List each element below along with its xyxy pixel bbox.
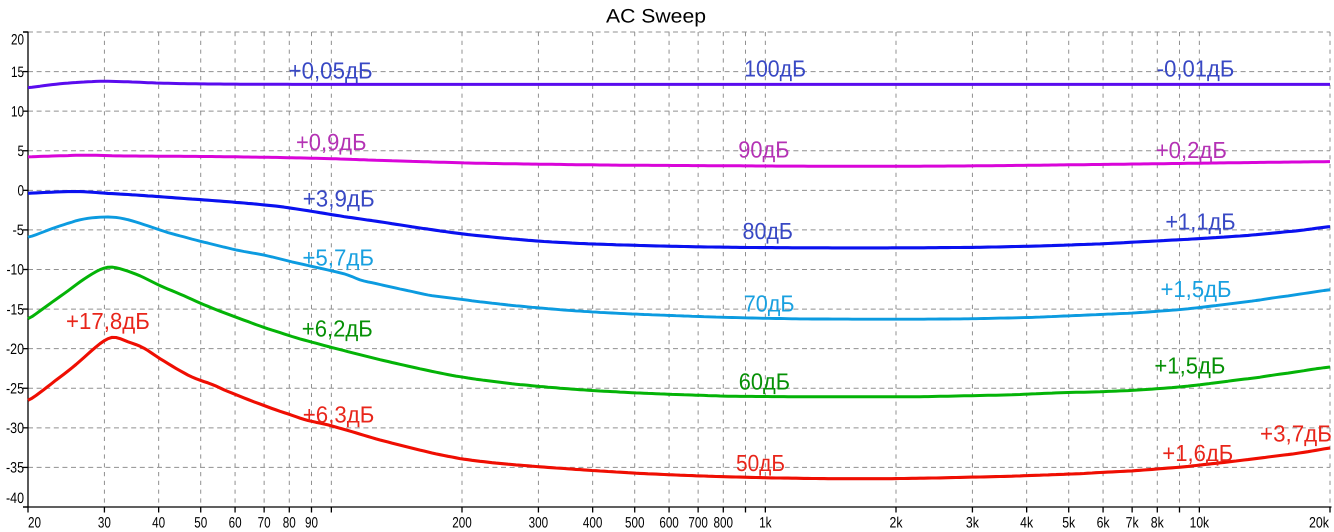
svg-text:-0,01дБ: -0,01дБ <box>1157 55 1235 81</box>
svg-text:20: 20 <box>11 32 24 49</box>
svg-text:8k: 8k <box>1151 515 1164 532</box>
svg-text:10k: 10k <box>1190 515 1210 532</box>
svg-text:50: 50 <box>194 515 207 532</box>
svg-text:AC Sweep: AC Sweep <box>606 6 706 28</box>
svg-text:+17,8дБ: +17,8дБ <box>66 308 150 334</box>
svg-text:200: 200 <box>452 515 472 532</box>
svg-text:50дБ: 50дБ <box>736 450 785 476</box>
svg-text:100дБ: 100дБ <box>744 56 806 82</box>
svg-text:0: 0 <box>18 183 25 200</box>
svg-text:-15: -15 <box>7 301 25 318</box>
svg-text:4k: 4k <box>1020 515 1033 532</box>
svg-text:30: 30 <box>98 515 111 532</box>
svg-text:3k: 3k <box>966 515 979 532</box>
svg-text:-30: -30 <box>6 420 24 437</box>
svg-text:70дБ: 70дБ <box>744 291 795 317</box>
svg-text:+0,05дБ: +0,05дБ <box>289 58 373 84</box>
svg-text:-35: -35 <box>6 460 24 477</box>
svg-text:5k: 5k <box>1062 515 1075 532</box>
svg-text:500: 500 <box>625 515 645 532</box>
svg-text:-10: -10 <box>7 262 25 279</box>
svg-text:10: 10 <box>11 103 24 120</box>
svg-text:400: 400 <box>583 515 603 532</box>
svg-text:40: 40 <box>152 515 165 532</box>
svg-text:5: 5 <box>18 143 25 160</box>
svg-text:6k: 6k <box>1097 515 1110 532</box>
svg-text:+0,2дБ: +0,2дБ <box>1156 137 1227 163</box>
svg-text:-25: -25 <box>6 380 24 397</box>
svg-text:+5,7дБ: +5,7дБ <box>302 245 374 271</box>
svg-text:-40: -40 <box>6 490 24 507</box>
svg-text:90дБ: 90дБ <box>738 137 789 163</box>
svg-text:+1,1дБ: +1,1дБ <box>1165 209 1235 235</box>
svg-text:7k: 7k <box>1126 515 1139 532</box>
svg-text:2k: 2k <box>890 515 903 532</box>
svg-text:20k: 20k <box>1309 515 1329 532</box>
svg-text:+1,6дБ: +1,6дБ <box>1162 440 1233 466</box>
svg-text:700: 700 <box>688 515 708 532</box>
svg-text:+1,5дБ: +1,5дБ <box>1154 353 1225 379</box>
svg-text:+0,9дБ: +0,9дБ <box>296 129 367 155</box>
svg-text:60дБ: 60дБ <box>739 369 790 395</box>
svg-text:600: 600 <box>659 515 679 532</box>
svg-text:800: 800 <box>714 515 734 532</box>
svg-text:1k: 1k <box>759 515 772 532</box>
svg-text:60: 60 <box>229 515 242 532</box>
svg-text:+6,3дБ: +6,3дБ <box>303 402 375 428</box>
svg-text:70: 70 <box>258 515 271 532</box>
svg-text:+1,5дБ: +1,5дБ <box>1161 276 1232 302</box>
svg-text:300: 300 <box>529 515 549 532</box>
svg-text:90: 90 <box>305 515 318 532</box>
svg-text:+3,9дБ: +3,9дБ <box>303 186 375 212</box>
svg-text:20: 20 <box>28 515 41 532</box>
svg-text:-20: -20 <box>6 341 24 358</box>
svg-text:-5: -5 <box>13 222 25 239</box>
svg-text:80: 80 <box>283 515 296 532</box>
svg-text:+6,2дБ: +6,2дБ <box>302 315 373 341</box>
svg-text:80дБ: 80дБ <box>743 218 794 244</box>
svg-text:15: 15 <box>11 64 24 81</box>
svg-text:+3,7дБ: +3,7дБ <box>1260 421 1332 447</box>
